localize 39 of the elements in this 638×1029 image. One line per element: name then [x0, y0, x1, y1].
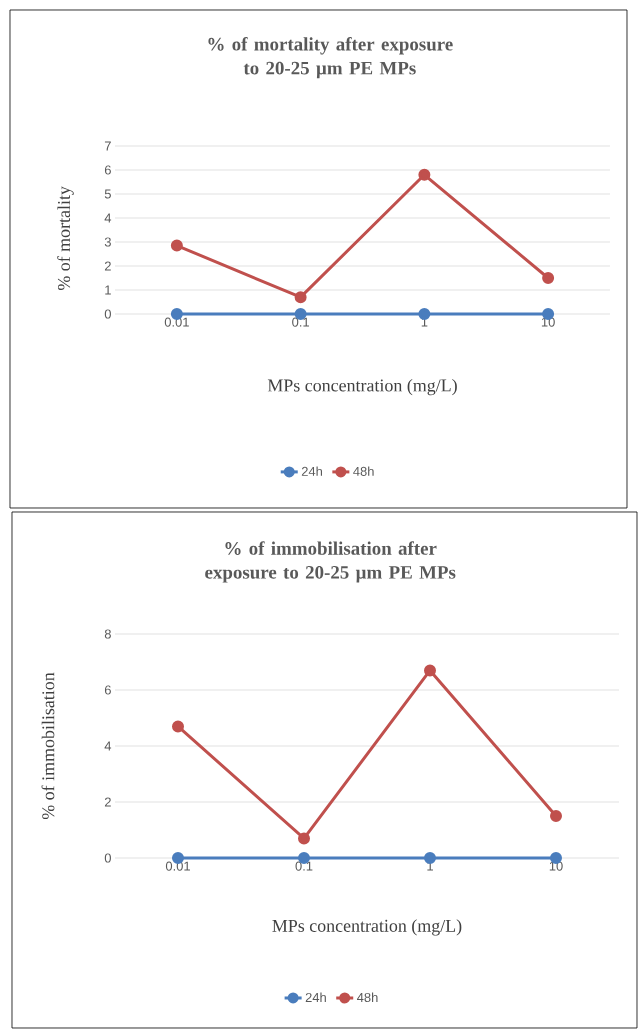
x-axis-title: MPs concentration (mg/L): [272, 919, 462, 936]
y-tick-label: 6: [104, 685, 111, 695]
x-tick-label: 0.1: [292, 317, 309, 327]
y-tick-label: 6: [104, 165, 111, 175]
chart-title: % of mortality after exposure to 20-25 µm PE MPs: [208, 37, 453, 79]
y-tick-label: 0: [104, 853, 111, 863]
legend-label: 48h: [353, 466, 374, 476]
point: [418, 307, 431, 320]
point: [294, 291, 307, 304]
x-tick-label: 10: [541, 317, 555, 327]
legend-label: 48h: [357, 992, 378, 1003]
y-tick-label: 0: [104, 309, 111, 319]
y-tick-label: 2: [104, 261, 111, 271]
y-axis-title: % of immobilisation: [41, 672, 55, 820]
x-tick-label: 10: [549, 861, 563, 871]
y-tick-label: 2: [104, 797, 111, 807]
y-tick-label: 5: [104, 189, 111, 199]
y-tick-label: 7: [104, 141, 111, 151]
legend-label: 24h: [305, 992, 326, 1002]
y-tick-label: 4: [104, 741, 112, 751]
point: [424, 851, 436, 864]
y-tick-label: 8: [104, 629, 111, 639]
x-tick-label: 0.01: [164, 317, 189, 327]
point: [170, 239, 183, 252]
point: [172, 720, 184, 733]
x-axis-title: MPs concentration (mg/L): [267, 378, 457, 396]
y-tick-label: 4: [104, 213, 112, 223]
y-tick-label: 3: [104, 237, 111, 247]
point: [550, 809, 562, 822]
x-tick-label: 0.01: [165, 861, 190, 871]
point: [418, 168, 431, 181]
chart-title: % of immobilisation after exposure to 20-25 µm PE MPs: [205, 541, 456, 583]
legend-label: 24h: [301, 466, 322, 476]
y-tick-label: 1: [105, 285, 111, 295]
point: [542, 271, 555, 284]
y-axis-title: % of mortality: [57, 186, 74, 291]
point: [424, 664, 436, 677]
x-tick-label: 0.1: [295, 861, 313, 871]
point: [298, 832, 310, 845]
